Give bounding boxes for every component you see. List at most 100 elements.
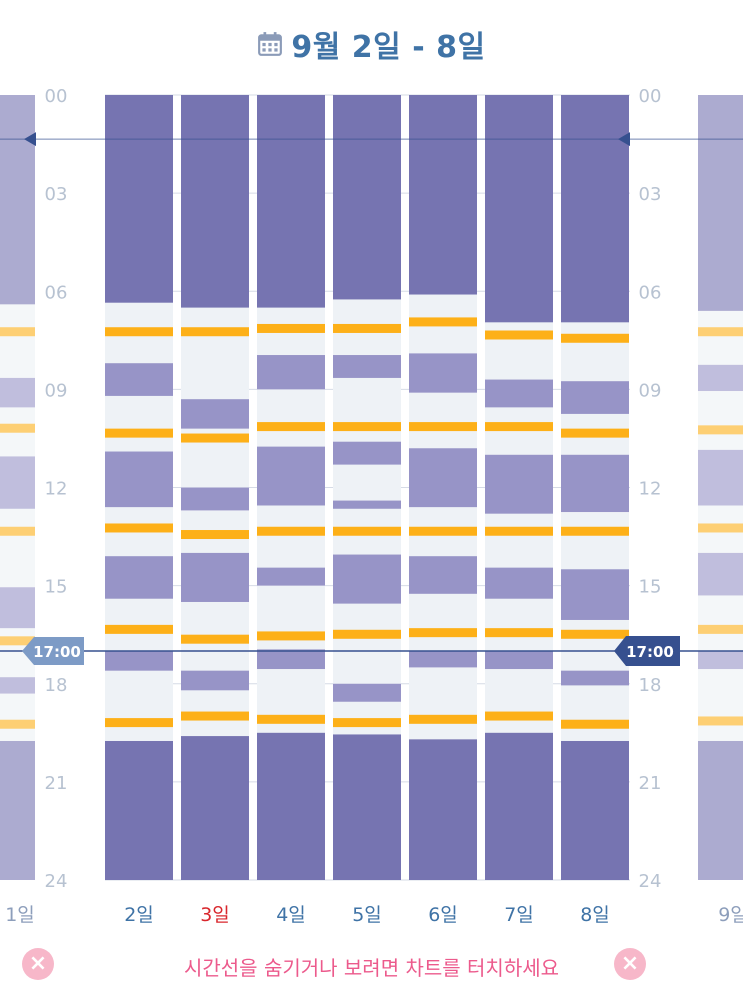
day-3-night-sleep-block (181, 95, 249, 308)
day-8-feeding-mark (561, 719, 629, 729)
day-3-nap-block (181, 552, 249, 602)
next-week-day-label[interactable]: 9일 (718, 904, 743, 926)
day-7-nap-block (485, 454, 553, 514)
day-2-column[interactable] (105, 95, 173, 880)
day-4-night-sleep-block (257, 95, 325, 308)
day-3-column[interactable] (181, 95, 249, 880)
hour-tick-label-left: 12 (45, 479, 68, 500)
day-2-feeding-mark (105, 327, 173, 337)
day-7-nap-block (485, 567, 553, 599)
day-6-nap-block (409, 448, 477, 508)
day-6-night-sleep-block (409, 739, 477, 880)
hour-tick-label-left: 00 (45, 86, 68, 107)
hour-tick-label-right: 00 (639, 86, 662, 107)
next-week-day-nap-block (698, 364, 743, 392)
day-7-feeding-mark (485, 628, 553, 638)
day-2-night-sleep-block (105, 95, 173, 303)
next-week-day-nap-block (698, 449, 743, 506)
next-week-day-night-sleep-block (698, 740, 743, 880)
hour-tick-label-left: 21 (45, 773, 68, 794)
day-4-nap-block (257, 649, 325, 670)
day-4-nap-block (257, 446, 325, 506)
prev-week-day-feeding-mark (0, 526, 35, 536)
day-7-feeding-mark (485, 422, 553, 432)
day-5-night-sleep-block (333, 95, 401, 300)
day-3-feeding-mark (181, 634, 249, 644)
day-8-feeding-mark (561, 428, 629, 438)
day-5-column[interactable] (333, 95, 401, 880)
day-8-nap-block (561, 381, 629, 414)
day-4-nap-block (257, 567, 325, 586)
current-time-badge-right[interactable] (614, 636, 680, 667)
day-label[interactable]: 3일 (200, 904, 230, 926)
current-time-marker-left-icon (24, 132, 36, 147)
prev-week-day-column[interactable] (0, 95, 35, 880)
day-6-feeding-mark (409, 628, 477, 638)
day-4-feeding-mark (257, 714, 325, 724)
day-4-feeding-mark (257, 526, 325, 536)
day-3-feeding-mark (181, 530, 249, 540)
prev-week-day-night-sleep-block (0, 95, 35, 305)
hour-tick-label-left: 18 (45, 675, 68, 696)
day-8-night-sleep-block (561, 95, 629, 323)
day-3-night-sleep-block (181, 736, 249, 880)
hour-tick-label-right: 06 (639, 282, 662, 303)
day-4-feeding-mark (257, 631, 325, 641)
day-5-feeding-mark (333, 323, 401, 333)
hour-tick-label-right: 21 (639, 773, 662, 794)
day-label[interactable]: 6일 (428, 904, 458, 926)
prev-week-day-nap-block (0, 587, 35, 629)
day-4-feeding-mark (257, 323, 325, 333)
day-2-feeding-mark (105, 624, 173, 634)
day-label[interactable]: 2일 (124, 904, 154, 926)
day-6-feeding-mark (409, 526, 477, 536)
day-2-feeding-mark (105, 718, 173, 728)
day-2-nap-block (105, 651, 173, 671)
day-4-feeding-mark (257, 422, 325, 432)
next-week-day-feeding-mark (698, 624, 743, 634)
day-5-feeding-mark (333, 629, 401, 639)
day-label[interactable]: 4일 (276, 904, 306, 926)
day-label[interactable]: 5일 (352, 904, 382, 926)
next-week-day-column[interactable] (698, 95, 743, 880)
next-week-day-feeding-mark (698, 523, 743, 533)
day-7-night-sleep-block (485, 732, 553, 880)
hour-tick-label-left: 15 (45, 577, 68, 598)
prev-week-day-feeding-mark (0, 636, 35, 646)
current-time-badge-left[interactable] (22, 637, 84, 666)
day-2-nap-block (105, 451, 173, 508)
next-week-day-feeding-mark (698, 327, 743, 337)
prev-week-day-feeding-mark (0, 327, 35, 337)
week-title[interactable]: 9월 2일 - 8일 (291, 30, 486, 65)
day-3-nap-block (181, 487, 249, 511)
prev-week-day-nap-block (0, 377, 35, 408)
day-8-nap-block (561, 569, 629, 620)
day-8-feeding-mark (561, 629, 629, 639)
prev-week-day-nap-block (0, 677, 35, 694)
day-2-feeding-mark (105, 523, 173, 533)
day-8-column[interactable] (561, 95, 629, 880)
day-6-column[interactable] (409, 95, 477, 880)
close-icon[interactable]: × (614, 948, 646, 980)
close-icon[interactable]: × (22, 948, 54, 980)
day-8-nap-block (561, 454, 629, 513)
hour-tick-label-left: 03 (45, 184, 68, 205)
hour-tick-label-left: 06 (45, 282, 68, 303)
day-label[interactable]: 8일 (580, 904, 610, 926)
day-6-nap-block (409, 651, 477, 668)
day-6-nap-block (409, 353, 477, 393)
day-7-column[interactable] (485, 95, 553, 880)
prev-week-day-label[interactable]: 1일 (5, 904, 35, 926)
day-8-feeding-mark (561, 333, 629, 343)
day-4-column[interactable] (257, 95, 325, 880)
day-6-feeding-mark (409, 317, 477, 327)
day-5-nap-block (333, 554, 401, 604)
sleep-timeline-chart[interactable]: 2일 3일 4일 5일 6일 7일 8일 1일 9일 00 00 03 03 06 06 09 09 12 12 15… (0, 0, 743, 940)
next-week-day-feeding-mark (698, 425, 743, 435)
day-3-feeding-mark (181, 327, 249, 337)
day-5-feeding-mark (333, 526, 401, 536)
day-2-feeding-mark (105, 428, 173, 438)
day-label[interactable]: 7일 (504, 904, 534, 926)
day-7-nap-block (485, 379, 553, 408)
hour-tick-label-right: 12 (639, 479, 662, 500)
